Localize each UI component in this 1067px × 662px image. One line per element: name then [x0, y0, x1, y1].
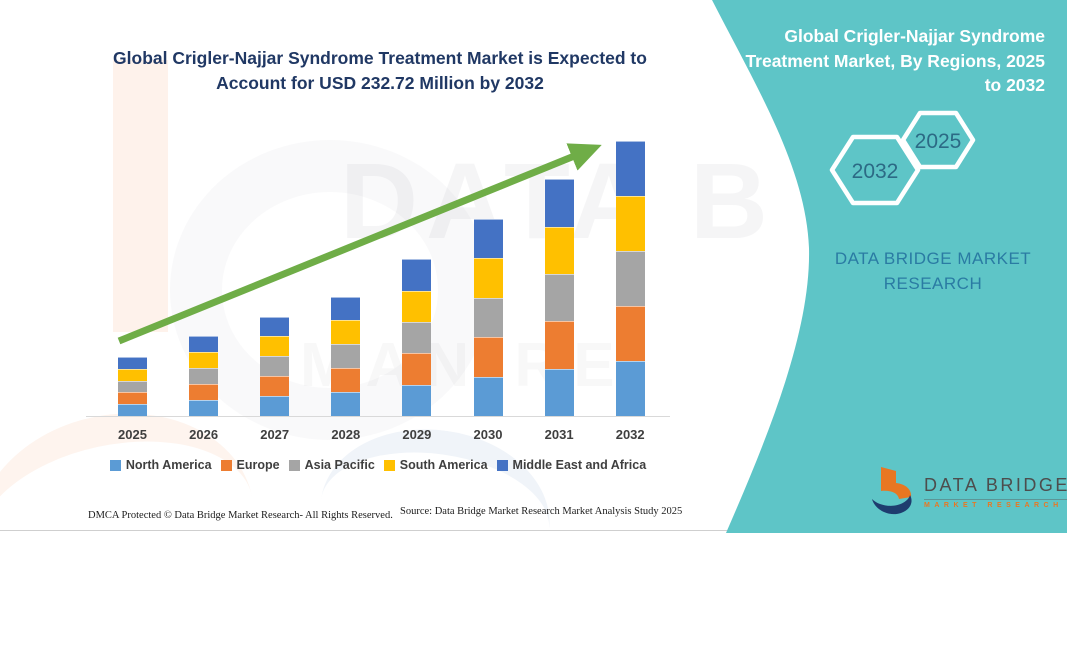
bar-segment-north-america	[118, 404, 147, 416]
bar-segment-north-america	[331, 392, 361, 416]
legend-item-middle-east-and-africa: Middle East and Africa	[496, 458, 647, 472]
chart-title: Global Crigler-Najjar Syndrome Treatment…	[113, 48, 647, 93]
teal-panel-shape	[712, 0, 1067, 533]
legend-swatch	[383, 459, 395, 471]
bar-segment-europe	[118, 392, 147, 405]
bar-2025	[118, 356, 147, 416]
legend-swatch	[496, 459, 508, 471]
dmca-notice: DMCA Protected © Data Bridge Market Rese…	[88, 510, 393, 521]
legend-swatch	[220, 459, 232, 471]
bar-segment-north-america	[615, 361, 645, 416]
bar-segment-north-america	[402, 384, 432, 416]
x-label-2030: 2030	[473, 427, 503, 442]
legend-label: Middle East and Africa	[512, 458, 647, 472]
bar-segment-asia-pacific	[118, 380, 147, 393]
legend-swatch	[109, 459, 121, 471]
x-label-2028: 2028	[331, 427, 361, 442]
x-label-2025: 2025	[118, 427, 147, 442]
brand-wordmark: DATA BRIDGE MARKET RESEARCH	[834, 249, 1032, 293]
bar-segment-south-america	[189, 352, 219, 369]
bar-segment-asia-pacific	[189, 368, 219, 385]
source-note: Source: Data Bridge Market Research Mark…	[400, 506, 683, 517]
hexagon-badges: 2032 2025	[829, 110, 976, 206]
x-label-2026: 2026	[189, 427, 219, 442]
x-label-2031: 2031	[544, 427, 574, 442]
bar-segment-asia-pacific	[615, 251, 645, 306]
legend-item-europe: Europe	[220, 458, 280, 472]
company-logo: DATA BRIDGE MARKET RESEARCH	[868, 466, 1067, 518]
legend-label: Asia Pacific	[304, 458, 375, 472]
bar-2027	[260, 316, 290, 416]
chart-legend: North America Europe Asia Pacific South Ame…	[88, 458, 668, 472]
logo-text: DATA BRIDGE MARKET RESEARCH	[924, 475, 1067, 509]
bar-segment-middle-east-and-africa	[118, 356, 147, 369]
legend-label: North America	[125, 458, 212, 472]
legend-item-north-america: North America	[109, 458, 212, 472]
bar-segment-europe	[189, 384, 219, 401]
hexagon-2025-label: 2025	[915, 130, 962, 153]
bar-segment-europe	[402, 353, 432, 385]
bar-segment-europe	[331, 368, 361, 393]
x-label-2032: 2032	[615, 427, 645, 442]
bar-segment-asia-pacific	[260, 356, 290, 377]
bar-segment-europe	[260, 376, 290, 397]
hexagon-2025	[900, 110, 976, 170]
bottom-border-line	[0, 530, 1067, 531]
legend-label: South America	[399, 458, 488, 472]
bar-segment-north-america	[260, 396, 290, 416]
x-label-2027: 2027	[260, 427, 290, 442]
bar-segment-europe	[615, 306, 645, 361]
hexagon-2032	[829, 134, 921, 206]
x-label-2029: 2029	[402, 427, 432, 442]
x-axis-labels: 2025 2026 2027 2028 2029 2030 2031 2032	[88, 427, 668, 445]
hexagon-2032-label: 2032	[852, 160, 899, 183]
right-panel-title: Global Crigler-Najjar Syndrome Treatment…	[745, 26, 1045, 95]
bar-segment-north-america	[544, 368, 574, 416]
legend-item-asia-pacific: Asia Pacific	[288, 458, 375, 472]
logo-name: DATA BRIDGE	[924, 475, 1067, 495]
logo-tagline: MARKET RESEARCH	[924, 499, 1067, 509]
bar-segment-north-america	[473, 376, 503, 416]
legend-label: Europe	[236, 458, 280, 472]
bar-segment-south-america	[615, 196, 645, 251]
bar-segment-south-america	[118, 368, 147, 381]
legend-swatch	[288, 459, 300, 471]
bar-segment-middle-east-and-africa	[615, 140, 645, 196]
data-bridge-logo-icon	[872, 467, 912, 515]
bar-segment-north-america	[189, 400, 219, 416]
x-axis-line	[86, 416, 670, 417]
legend-item-south-america: South America	[383, 458, 488, 472]
bar-segment-asia-pacific	[331, 344, 361, 369]
bar-2032	[615, 140, 645, 416]
